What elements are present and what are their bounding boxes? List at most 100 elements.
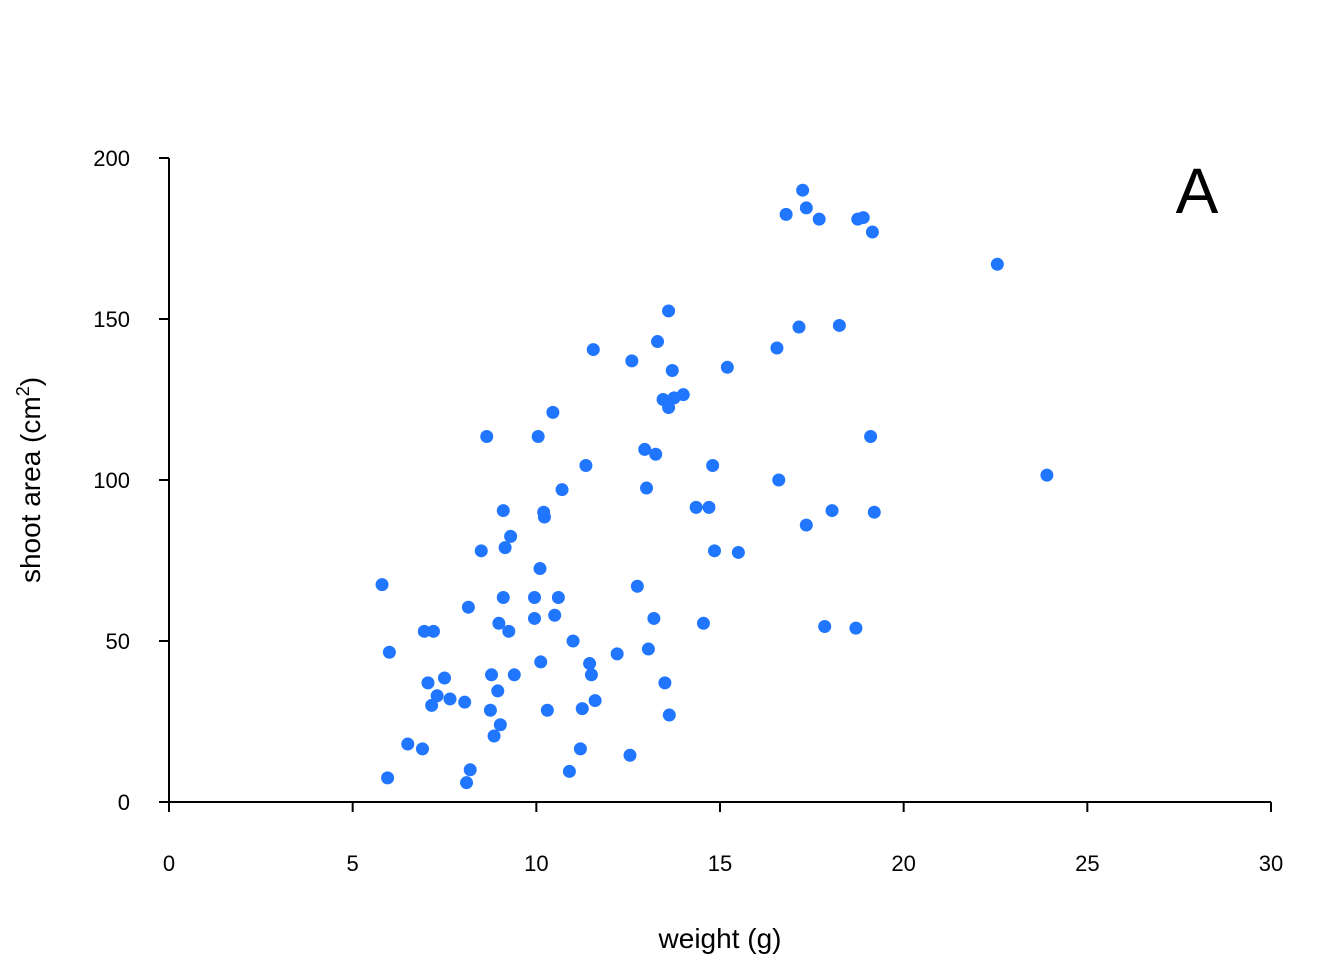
- data-point: [641, 642, 655, 656]
- data-point: [696, 616, 710, 630]
- data-point: [483, 703, 497, 717]
- data-point: [586, 343, 600, 357]
- y-tick-label: 50: [106, 629, 130, 654]
- x-tick-label: 30: [1259, 851, 1283, 876]
- x-tick-label: 5: [347, 851, 359, 876]
- y-ticks: 0 50 100 150 200: [93, 146, 169, 815]
- data-point: [401, 737, 415, 751]
- data-point: [498, 541, 512, 555]
- data-point: [662, 304, 676, 318]
- x-ticks: 0 5 10 15 20 25 30: [163, 802, 1283, 876]
- data-point: [630, 579, 644, 593]
- y-tick-label: 100: [93, 468, 130, 493]
- data-point: [415, 742, 429, 756]
- data-point: [640, 481, 654, 495]
- data-point: [566, 634, 580, 648]
- x-tick-label: 15: [708, 851, 732, 876]
- data-point: [647, 611, 661, 625]
- data-point: [770, 341, 784, 355]
- data-point: [487, 729, 501, 743]
- x-axis-title: weight (g): [658, 923, 782, 954]
- data-point: [731, 545, 745, 559]
- data-point: [438, 671, 451, 685]
- data-points: [375, 183, 1054, 790]
- data-point: [537, 510, 551, 524]
- data-point: [527, 591, 541, 605]
- data-point: [485, 668, 499, 682]
- data-point: [651, 335, 665, 349]
- data-point: [502, 624, 516, 638]
- x-tick-label: 25: [1075, 851, 1099, 876]
- data-point: [474, 544, 488, 558]
- data-point: [792, 320, 806, 334]
- data-point: [496, 591, 510, 605]
- data-point: [375, 578, 389, 592]
- data-point: [493, 718, 507, 732]
- data-point: [812, 212, 826, 226]
- axes: [168, 158, 1271, 803]
- data-point: [527, 611, 541, 625]
- data-point: [491, 684, 505, 698]
- data-point: [463, 763, 477, 777]
- data-point: [799, 201, 813, 215]
- data-point: [480, 430, 494, 444]
- data-point: [573, 742, 587, 756]
- data-point: [504, 529, 518, 543]
- data-point: [864, 430, 878, 444]
- data-point: [531, 430, 545, 444]
- data-point: [779, 207, 793, 221]
- y-axis-title: shoot area (cm2): [13, 377, 46, 583]
- data-point: [583, 657, 597, 671]
- x-tick-label: 0: [163, 851, 175, 876]
- y-tick-label: 200: [93, 146, 130, 171]
- data-point: [507, 668, 521, 682]
- data-point: [818, 620, 832, 634]
- y-axis-title-end: ): [15, 377, 46, 386]
- data-point: [796, 183, 810, 197]
- data-point: [649, 447, 663, 461]
- data-point: [865, 225, 879, 239]
- panel-label: A: [1176, 155, 1219, 227]
- data-point: [772, 473, 786, 487]
- data-point: [702, 500, 716, 514]
- data-point: [425, 698, 439, 712]
- data-point: [658, 676, 672, 690]
- data-point: [706, 459, 720, 473]
- data-point: [575, 702, 589, 716]
- data-point: [825, 504, 839, 518]
- data-point: [720, 360, 734, 374]
- y-tick-label: 0: [118, 790, 130, 815]
- data-point: [426, 624, 440, 638]
- data-point: [381, 771, 395, 785]
- y-axis-title-superscript: 2: [13, 386, 33, 396]
- data-point: [555, 483, 569, 497]
- data-point: [638, 442, 652, 456]
- y-tick-label: 150: [93, 307, 130, 332]
- data-point: [461, 600, 475, 614]
- y-axis-title-main: shoot area (cm: [15, 396, 46, 583]
- data-point: [534, 655, 548, 669]
- data-point: [492, 616, 506, 630]
- data-point: [799, 518, 813, 532]
- data-point: [707, 544, 721, 558]
- data-point: [849, 621, 863, 635]
- data-point: [856, 211, 870, 225]
- data-point: [665, 364, 679, 378]
- data-point: [458, 695, 472, 709]
- data-point: [579, 459, 593, 473]
- data-point: [662, 401, 676, 415]
- data-point: [443, 692, 457, 706]
- data-point: [417, 624, 431, 638]
- data-point: [832, 318, 846, 332]
- data-point: [548, 608, 562, 622]
- data-point: [546, 405, 560, 419]
- data-point: [430, 689, 444, 703]
- x-tick-label: 10: [524, 851, 548, 876]
- data-point: [867, 505, 881, 519]
- data-point: [990, 257, 1004, 271]
- data-point: [1040, 468, 1054, 482]
- data-point: [533, 562, 547, 576]
- data-point: [584, 668, 598, 682]
- data-point: [588, 694, 602, 708]
